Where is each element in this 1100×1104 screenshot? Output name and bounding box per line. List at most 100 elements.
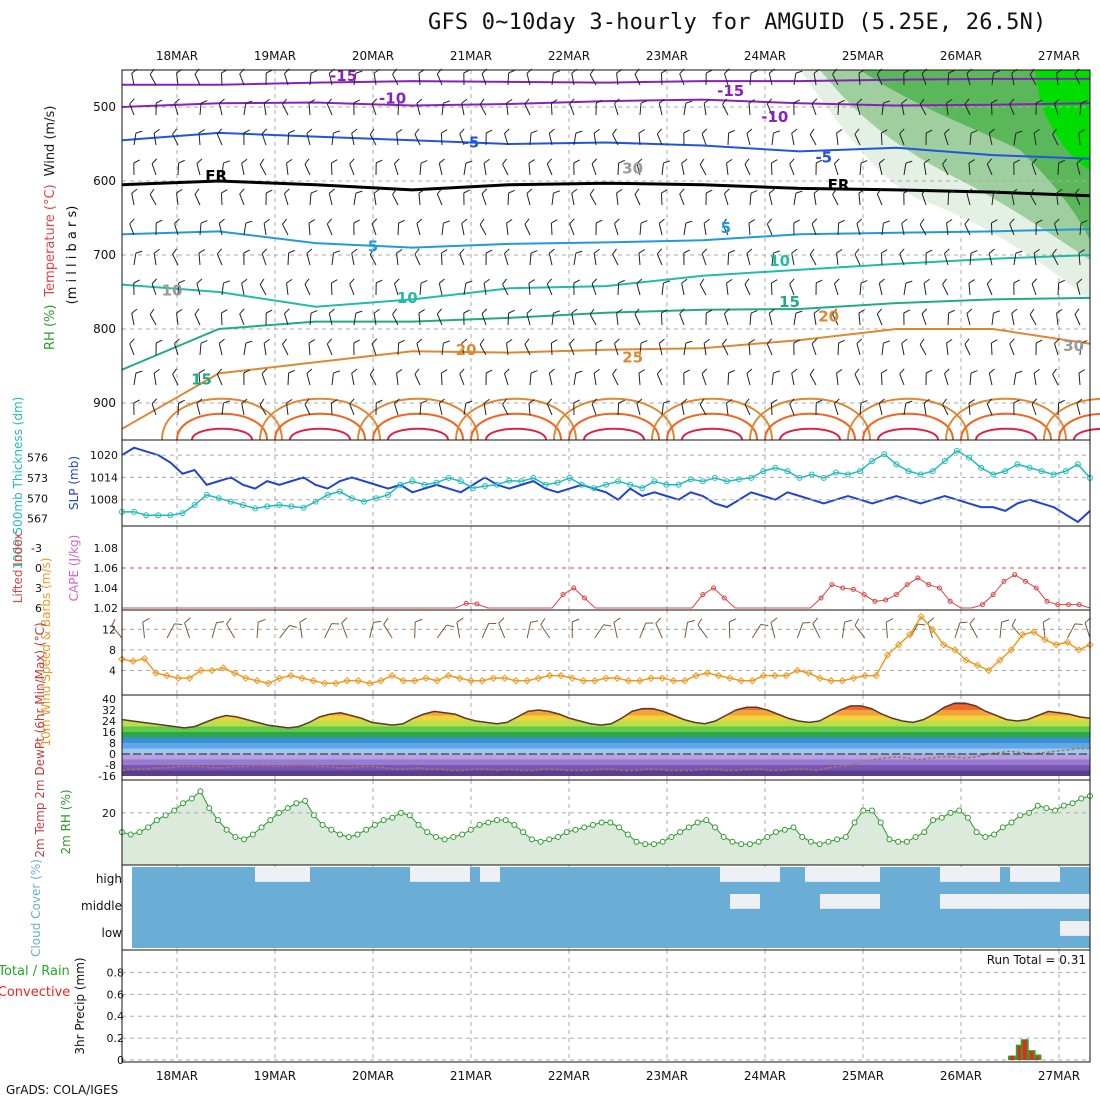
wind-barb	[304, 399, 316, 415]
rh2m-point	[198, 789, 203, 794]
wind-barb-10m	[225, 618, 241, 638]
wind-barb	[549, 249, 558, 265]
wind-barb-staff	[398, 343, 399, 355]
wind-barb-staff	[1054, 344, 1058, 355]
wind-barb-staff	[1075, 314, 1080, 325]
wind-barb	[304, 159, 316, 175]
wind-barb-10m-flag	[382, 618, 390, 624]
thickness-tick-label: 576	[27, 452, 48, 465]
pressure-tick-label: 500	[93, 100, 116, 114]
wind-barb	[746, 129, 756, 145]
wind-barb-staff	[1012, 313, 1014, 325]
wind-barb-flag	[484, 159, 490, 163]
precip-tick-label: 0.8	[107, 966, 125, 979]
rh2m-point	[215, 818, 220, 823]
wind-barb-staff	[814, 193, 816, 205]
wind-barb-staff	[772, 373, 773, 385]
wind-barb-10m-flag	[531, 619, 538, 623]
rh2m-point	[800, 834, 805, 839]
wind-barb-flag	[416, 99, 423, 103]
wind-barb	[679, 69, 690, 85]
wind-tick-label: 8	[109, 644, 116, 657]
wind-barb-staff	[354, 193, 356, 205]
wind-barb-staff	[637, 403, 640, 415]
date-tick-label-bottom: 18MAR	[156, 1069, 198, 1083]
wind-barb-staff	[350, 164, 354, 175]
wind-barb	[836, 369, 844, 385]
wind-barb-flag	[639, 130, 645, 134]
wind-barb	[420, 160, 427, 175]
wind-barb-flag	[351, 129, 357, 133]
wind-barb-staff	[549, 253, 552, 265]
wind-barb-10m-staff	[640, 623, 646, 638]
wind-barb-staff	[724, 314, 728, 325]
slp-tick-label: 1020	[90, 449, 118, 462]
wind-barb-staff	[745, 284, 750, 295]
wind-barb-staff	[682, 283, 684, 295]
wind-barb-staff	[288, 253, 289, 265]
wind-barb-staff	[877, 194, 882, 205]
wind-barb-flag	[266, 310, 272, 313]
wind-barb	[876, 189, 887, 205]
wind-barb-flag	[136, 250, 142, 254]
wind-barb-staff	[464, 163, 466, 175]
wind-barb-flag	[531, 250, 537, 254]
wind-barb-flag	[883, 220, 889, 224]
wind-barb-flag	[839, 340, 845, 343]
date-tick-label-bottom: 20MAR	[352, 1069, 394, 1083]
wind-barb	[196, 279, 206, 295]
wind-barb	[239, 309, 250, 325]
wind-barb	[129, 219, 140, 235]
wind-barb-flag	[443, 220, 449, 224]
precip-label-total: Total / Rain	[0, 964, 70, 979]
wind-barb	[684, 250, 690, 265]
wind-barb-10m-flag	[927, 618, 935, 623]
wind-barb-10m-staff	[595, 625, 604, 638]
ylabel-part-2: Wind (m/s)	[43, 106, 58, 177]
surface-isotherm-loop	[456, 399, 576, 440]
wind-barb-staff	[810, 375, 816, 385]
wind-barb-flag	[1016, 250, 1022, 254]
wind-barb	[881, 250, 888, 265]
wind-barb-staff	[221, 193, 222, 205]
wind-barb-staff	[240, 314, 244, 325]
rh2m-area	[122, 791, 1090, 865]
wind-barb-staff	[1010, 344, 1014, 355]
wind-barb	[699, 399, 712, 415]
wind-barb-10m-flag	[969, 618, 977, 624]
wind-barb	[459, 369, 470, 385]
wind-barb-flag	[399, 340, 405, 343]
wind-barb-staff	[178, 403, 179, 415]
wind-barb-flag	[441, 250, 447, 253]
wind-barb	[706, 190, 712, 205]
wind-barb-staff	[640, 223, 641, 235]
rh2m-point	[503, 818, 508, 823]
date-tick-label-top: 19MAR	[254, 49, 296, 63]
wind-barb-flag	[641, 340, 647, 344]
contour-label: 5	[368, 237, 378, 255]
wind-barb-10m-staff	[300, 622, 302, 638]
wind-barb	[326, 339, 337, 355]
surface-isotherm-loop	[863, 414, 953, 440]
wind-barb	[964, 339, 976, 355]
wind-barb-staff	[618, 403, 619, 415]
wind-barb-staff	[749, 103, 750, 115]
wind-barb-10m	[382, 618, 398, 638]
wind-barb	[836, 129, 844, 145]
wind-barb-flag	[239, 309, 246, 314]
wind-barb-flag	[149, 189, 156, 195]
date-tick-label-bottom: 19MAR	[254, 1069, 296, 1083]
wind-barb-flag	[506, 339, 512, 343]
wind-barb	[149, 69, 162, 85]
wind-barb-staff	[747, 373, 750, 385]
wind-barb-staff	[480, 105, 486, 115]
wind-barb	[134, 250, 142, 266]
rh2m-point	[721, 834, 726, 839]
rh2m-point	[965, 815, 970, 820]
wind-barb-flag	[589, 189, 596, 195]
wind-barb-flag	[919, 339, 926, 345]
wind-barb	[524, 219, 536, 235]
wind-barb-staff	[130, 344, 134, 355]
wind-barb-flag	[596, 220, 602, 223]
wind-barb	[332, 370, 340, 386]
